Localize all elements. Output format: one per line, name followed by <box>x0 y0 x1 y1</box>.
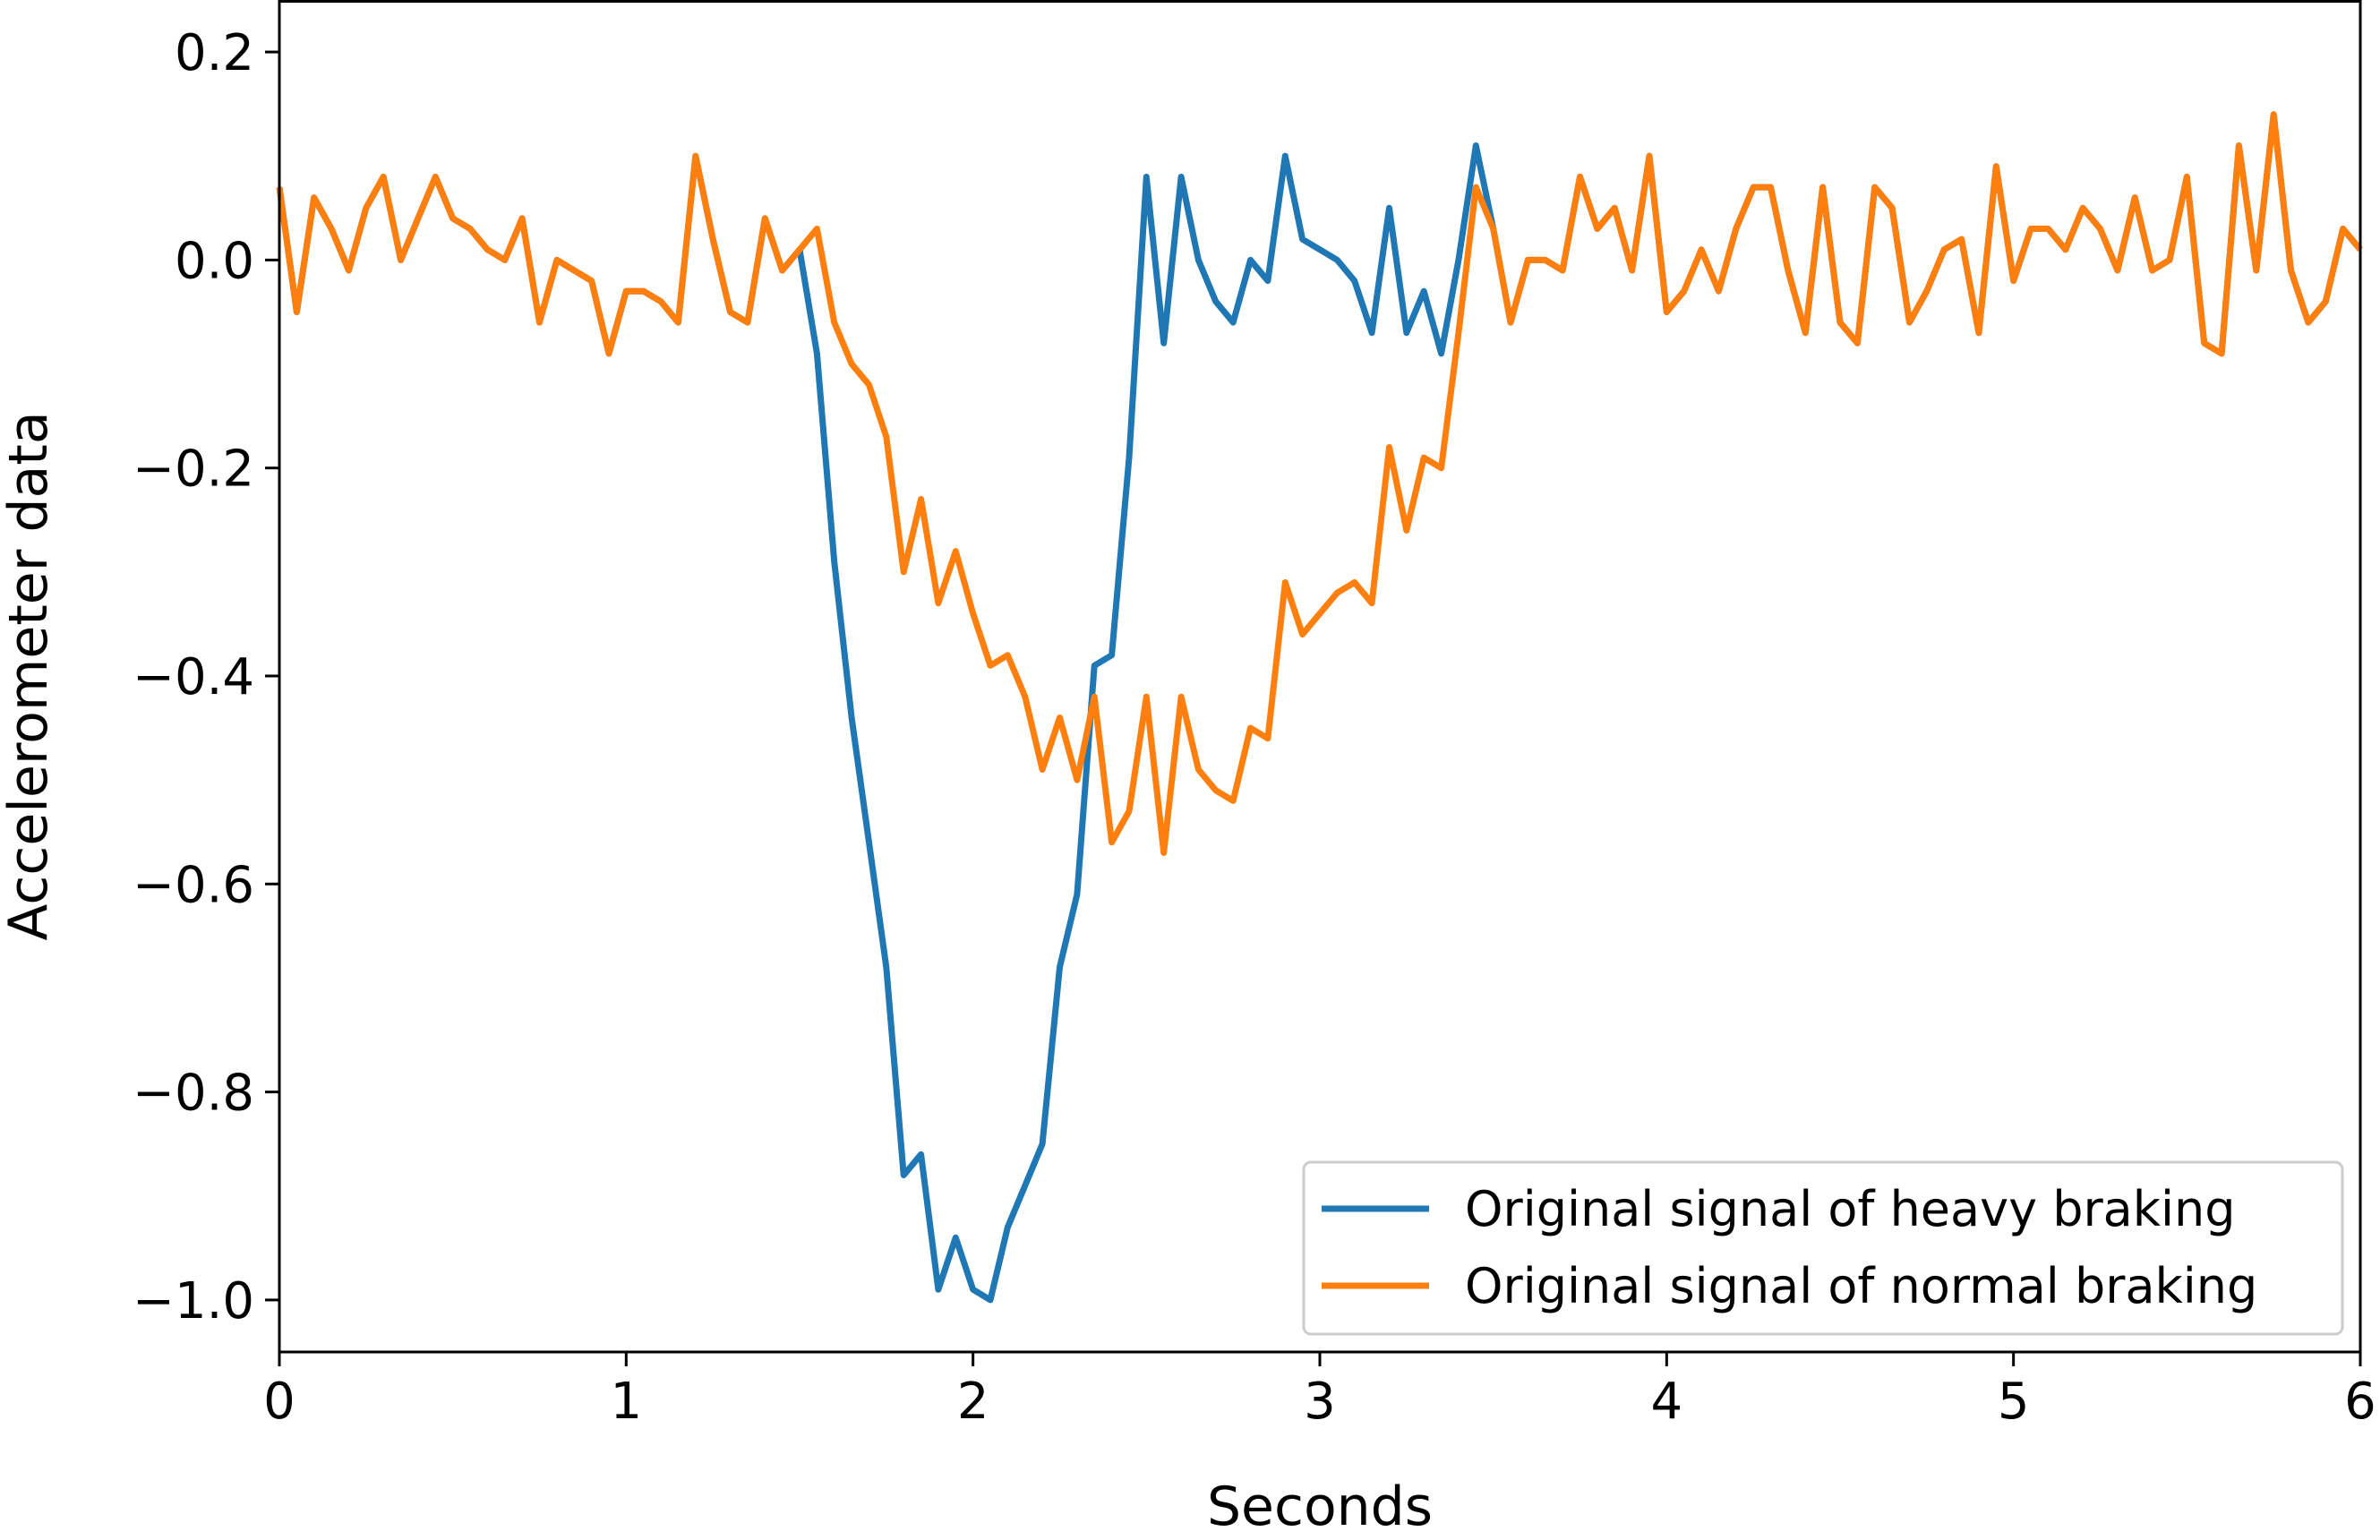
x-tick-label: 6 <box>2344 1373 2376 1431</box>
legend-box <box>1302 1160 2344 1336</box>
y-axis-label: Accelerometer data <box>0 411 60 940</box>
plot-lines <box>276 111 2363 1304</box>
x-tick-label: 1 <box>611 1373 643 1431</box>
y-tick-label: −0.2 <box>133 441 254 499</box>
x-tick-label: 5 <box>1998 1373 2030 1431</box>
y-tick-label: 0.2 <box>175 24 254 82</box>
y-tick-label: −0.6 <box>133 856 254 914</box>
x-axis-ticks: 0 1 2 3 4 5 6 <box>263 1352 2376 1431</box>
x-tick-label: 2 <box>957 1373 989 1431</box>
legend: Original signal of heavy braking Original… <box>1302 1160 2344 1336</box>
legend-label: Original signal of normal braking <box>1465 1258 2257 1314</box>
plot-frame <box>278 0 2362 1354</box>
y-axis-ticks: 0.2 0.0 −0.2 −0.4 −0.6 −0.8 −1.0 <box>133 24 279 1330</box>
y-tick-label: −1.0 <box>133 1272 254 1330</box>
y-tick-label: 0.0 <box>175 232 254 290</box>
y-tick-label: −0.8 <box>133 1065 254 1123</box>
x-tick-label: 4 <box>1651 1373 1683 1431</box>
y-tick-label: −0.4 <box>133 648 254 706</box>
x-axis-label: Seconds <box>1207 1476 1433 1538</box>
x-tick-label: 3 <box>1304 1373 1336 1431</box>
legend-label: Original signal of heavy braking <box>1465 1181 2236 1237</box>
x-tick-label: 0 <box>263 1373 295 1431</box>
series-line-2 <box>276 111 2363 856</box>
